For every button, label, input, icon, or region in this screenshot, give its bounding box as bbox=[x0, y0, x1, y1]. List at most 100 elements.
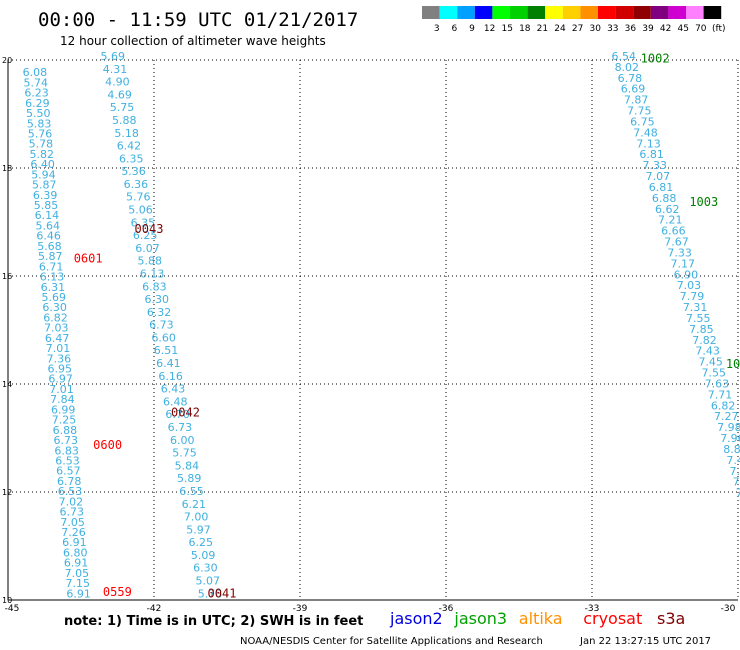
wave-height-value: 6.53 bbox=[55, 454, 79, 467]
wave-height-value: 5.69 bbox=[100, 50, 125, 63]
legend-label: 33 bbox=[607, 24, 618, 34]
wave-height-value: 7.02 bbox=[59, 495, 84, 508]
wave-height-value: 5.88 bbox=[112, 114, 137, 127]
legend-unit: (ft) bbox=[712, 24, 726, 34]
wave-height-value: 6.90 bbox=[674, 268, 699, 281]
wave-height-value: 4.90 bbox=[105, 76, 130, 89]
wave-height-value: 5.78 bbox=[198, 587, 223, 600]
satellite-name: s3a bbox=[657, 609, 685, 628]
satellite-name: cryosat bbox=[583, 609, 642, 628]
wave-height-value: 6.66 bbox=[661, 225, 686, 238]
wave-height-value: 6.81 bbox=[639, 148, 664, 161]
satellite-name: jason2 bbox=[389, 609, 443, 628]
wave-height-value: 7.25 bbox=[52, 414, 77, 427]
wave-height-value: 6.91 bbox=[66, 587, 91, 600]
wave-height-value: 6.08 bbox=[23, 66, 47, 79]
legend-swatch bbox=[598, 6, 616, 19]
wave-height-value: 7.44 bbox=[726, 454, 740, 467]
wave-height-value: 4.31 bbox=[103, 63, 128, 76]
pass-time-label: 1003 bbox=[689, 195, 718, 209]
wave-height-value: 6.32 bbox=[147, 306, 172, 319]
wave-height-value: 5.82 bbox=[29, 148, 54, 161]
wave-height-value: 7.32 bbox=[739, 498, 740, 511]
lon-tick-label: -45 bbox=[5, 604, 20, 614]
lat-tick-label: 10 bbox=[2, 596, 12, 605]
pass-time-label: 0042 bbox=[171, 405, 200, 419]
wave-height-value: 6.73 bbox=[60, 506, 85, 519]
satellite-name: jason3 bbox=[453, 609, 507, 628]
pass-time-label: 0601 bbox=[74, 252, 103, 266]
wave-height-value: 6.39 bbox=[33, 189, 58, 202]
legend-label: 42 bbox=[660, 24, 671, 34]
legend-label: 21 bbox=[537, 24, 548, 34]
pass-time-label: 0600 bbox=[93, 438, 122, 452]
wave-height-value: 5.74 bbox=[23, 76, 48, 89]
wave-height-value: 6.70 bbox=[165, 408, 190, 421]
color-legend: 3 6 9 12 15 18 21 24 27 30 33 36 39 42 45 70 (ft) bbox=[422, 6, 726, 34]
wave-height-value: 6.13 bbox=[40, 271, 65, 284]
legend-label: 39 bbox=[642, 24, 654, 34]
wave-height-value: 5.18 bbox=[114, 127, 139, 140]
wave-height-value: 5.75 bbox=[110, 101, 135, 114]
wave-height-value: 7.43 bbox=[695, 345, 720, 358]
wave-height-value: 7.85 bbox=[689, 323, 714, 336]
lon-tick-label: -39 bbox=[293, 604, 308, 614]
legend-swatch bbox=[686, 6, 704, 19]
wave-height-value: 5.50 bbox=[26, 107, 51, 120]
wave-height-value: 6.91 bbox=[62, 536, 87, 549]
wave-height-value: 5.78 bbox=[29, 138, 53, 151]
wave-height-value: 6.60 bbox=[151, 331, 176, 344]
pass-time-label: 1002 bbox=[641, 52, 670, 66]
wave-height-value: 5.83 bbox=[27, 117, 52, 130]
map-subtitle: 12 hour collection of altimeter wave hei… bbox=[60, 34, 326, 48]
map-title: 00:00 - 11:59 UTC 01/21/2017 bbox=[38, 9, 358, 31]
wave-height-value: 7.01 bbox=[49, 383, 73, 396]
wave-height-value: 6.51 bbox=[154, 344, 179, 357]
legend-swatch bbox=[457, 6, 475, 19]
wave-height-value: 6.82 bbox=[711, 399, 736, 412]
lat-tick-label: 14 bbox=[2, 380, 12, 389]
wave-height-value: 6.29 bbox=[25, 97, 49, 110]
legend-swatch bbox=[615, 6, 634, 19]
wave-height-value: 5.64 bbox=[35, 219, 60, 232]
lat-tick-label: 20 bbox=[2, 56, 12, 65]
lat-tick-label: 18 bbox=[2, 164, 12, 173]
wave-height-value: 6.71 bbox=[39, 260, 64, 273]
wave-height-value: 5.88 bbox=[138, 255, 163, 268]
footer-note: note: 1) Time is in UTC; 2) SWH is in fe… bbox=[64, 614, 363, 629]
wave-height-value: 6.57 bbox=[56, 465, 81, 478]
wave-height-value: 7.33 bbox=[643, 159, 668, 172]
legend-swatch bbox=[650, 6, 669, 19]
pass-time-label: 0043 bbox=[135, 222, 164, 236]
legend-swatch bbox=[703, 6, 722, 19]
wave-height-value: 6.30 bbox=[193, 562, 218, 575]
wave-height-value: 6.83 bbox=[54, 444, 78, 457]
wave-height-value: 5.87 bbox=[32, 179, 57, 192]
wave-height-value: 6.95 bbox=[48, 363, 73, 376]
wave-height-value: 7.36 bbox=[47, 352, 72, 365]
wave-height-value: 6.42 bbox=[117, 140, 142, 153]
wave-height-value: 7.17 bbox=[670, 257, 695, 270]
wave-height-value: 6.81 bbox=[649, 181, 674, 194]
legend-label: 70 bbox=[695, 24, 707, 34]
wave-height-value: 5.09 bbox=[191, 549, 216, 562]
wave-height-value: 5.94 bbox=[31, 168, 55, 181]
wave-height-value: 5.89 bbox=[177, 472, 202, 485]
wave-height-value: 5.69 bbox=[41, 291, 66, 304]
legend-label: 18 bbox=[519, 24, 531, 34]
wave-height-value: 6.35 bbox=[119, 152, 144, 165]
wave-height-value: 6.62 bbox=[655, 203, 680, 216]
wave-height-value: 6.40 bbox=[30, 158, 55, 171]
wave-height-value: 5.76 bbox=[28, 128, 53, 141]
pass-time-label: 0559 bbox=[103, 585, 132, 599]
wave-height-value: 5.97 bbox=[186, 523, 211, 536]
wave-height-value: 7.81 bbox=[730, 465, 740, 478]
wave-height-value: 5.68 bbox=[37, 240, 62, 253]
wave-height-value: 6.14 bbox=[35, 209, 60, 222]
wave-height-value: 7.79 bbox=[680, 290, 705, 303]
wave-height-value: 6.88 bbox=[53, 424, 78, 437]
wave-height-value: 7.03 bbox=[44, 322, 69, 335]
wave-height-value: 7.28 bbox=[733, 476, 740, 489]
wave-height-value: 7.55 bbox=[702, 367, 727, 380]
